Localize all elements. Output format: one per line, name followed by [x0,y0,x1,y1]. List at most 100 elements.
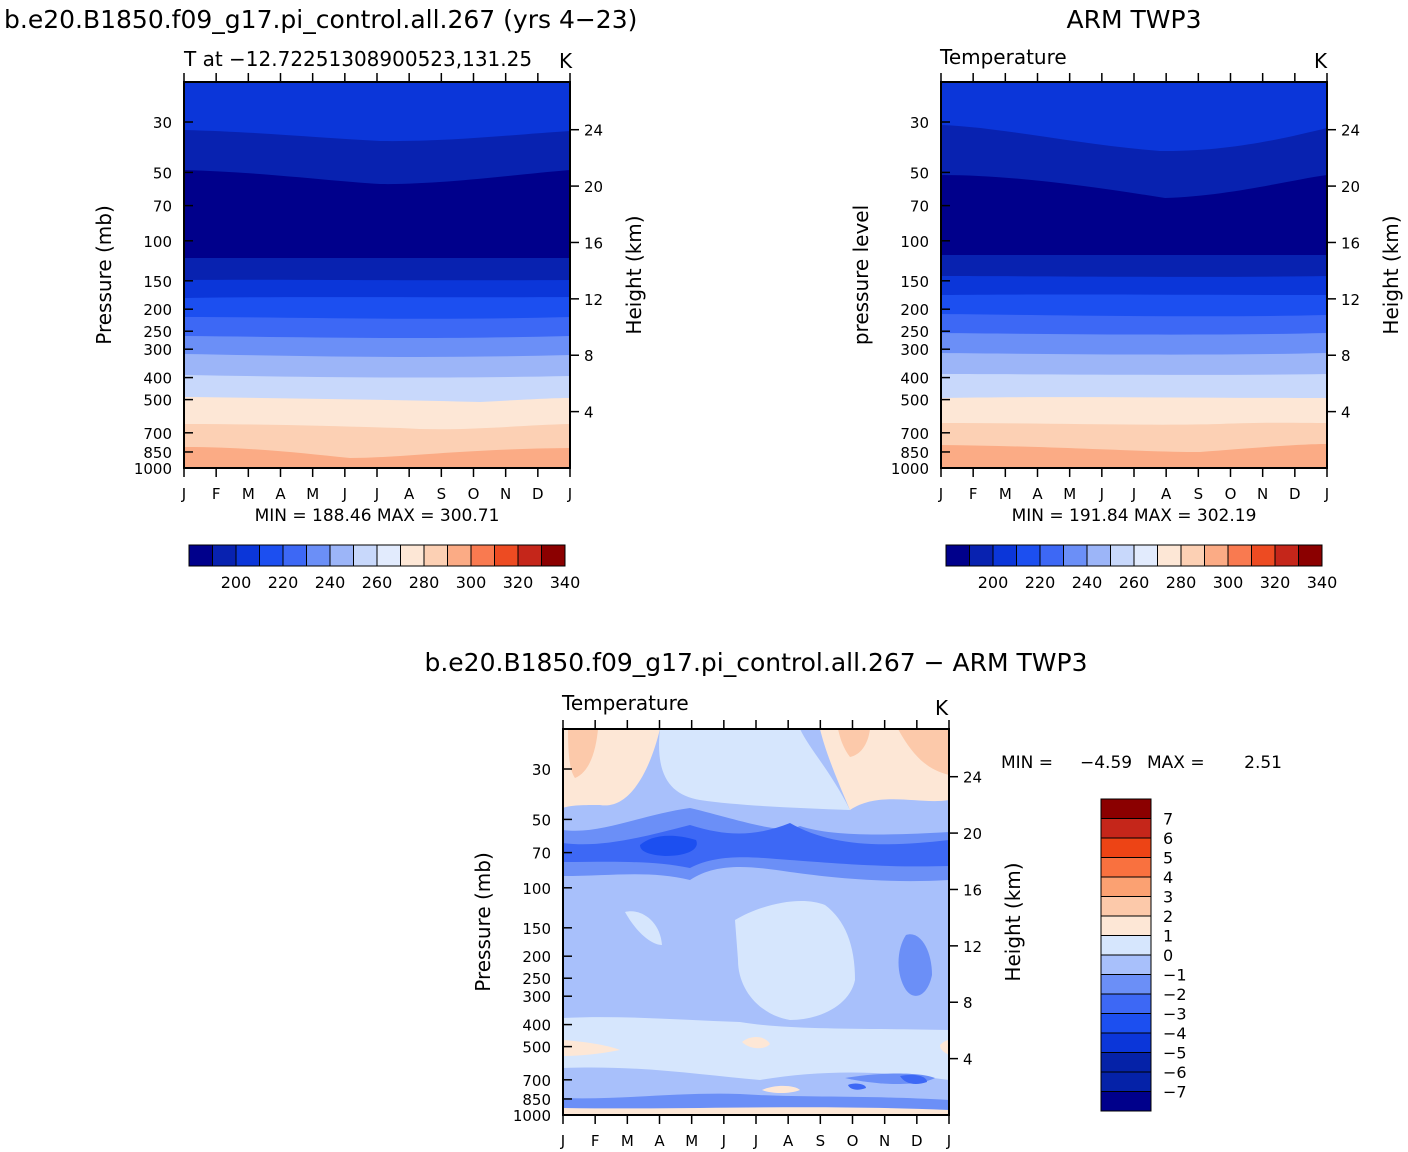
panel-model-figure-title: b.e20.B1850.f09_g17.pi_control.all.267 (… [4,5,637,34]
height-tick-label: 12 [1341,291,1360,309]
month-tick-label: O [468,485,480,503]
pressure-tick-label: 30 [910,114,929,132]
height-tick-label: 8 [963,994,973,1012]
panel-model-y-axis-label: Pressure (mb) [92,205,116,345]
colorbar-swatch [282,544,307,567]
colorbar-swatch [447,544,472,567]
pressure-tick-label: 50 [153,164,172,182]
pressure-tick-label: 700 [143,425,172,443]
month-tick-label: M [999,485,1012,503]
colorbar-swatch [1100,993,1152,1014]
colorbar-swatch [1100,818,1152,839]
height-tick-label: 12 [963,938,982,956]
colorbar-swatch [1100,798,1152,819]
height-tick-label: 16 [584,234,603,252]
contour-band [184,447,570,468]
month-tick-label: A [404,485,415,503]
pressure-tick-label: 700 [522,1072,551,1090]
colorbar-swatch [306,544,331,567]
pressure-tick-label: 500 [900,392,929,410]
panel-diff-max-label: MAX = [1147,753,1205,773]
colorbar-swatch [541,544,566,567]
pressure-tick-label: 150 [522,920,551,938]
height-tick-label: 12 [584,291,603,309]
colorbar-label: 200 [221,573,252,592]
height-tick-label: 4 [1341,404,1351,422]
colorbar-swatch [1100,1091,1152,1112]
month-tick-label: A [654,1132,665,1150]
pressure-tick-label: 100 [143,233,172,251]
contour-band [941,444,1327,468]
pressure-tick-label: 250 [900,323,929,341]
pressure-tick-label: 100 [900,233,929,251]
panel-diff-units: K [935,696,949,720]
panel-model: b.e20.B1850.f09_g17.pi_control.all.267 (… [4,5,646,592]
panel-obs-colorbar: 200 220 240 260 280 300 320 340 [945,544,1337,592]
colorbar-swatch [1227,544,1252,567]
colorbar-label: 280 [1166,573,1197,592]
contour-band [838,729,870,757]
colorbar-label: −6 [1163,1063,1187,1082]
contour-band [563,1017,949,1080]
height-tick-label: 24 [1341,122,1360,140]
colorbar-swatch [1110,544,1135,567]
colorbar-swatch [1100,1071,1152,1092]
colorbar-swatch [470,544,495,567]
colorbar-label: 240 [315,573,346,592]
colorbar-label: 320 [503,573,534,592]
panel-diff-y2-axis-label: Height (km) [1001,862,1025,981]
colorbar-label: 340 [550,573,581,592]
colorbar-label: 200 [978,573,1009,592]
pressure-tick-label: 300 [522,988,551,1006]
height-tick-label: 8 [584,347,594,365]
colorbar-label: 260 [1119,573,1150,592]
panel-obs-right-ticks: 24 20 16 12 8 4 [1327,122,1360,422]
month-tick-label: J [374,485,379,503]
colorbar-swatch [329,544,354,567]
colorbar-swatch [1086,544,1111,567]
colorbar-swatch [1039,544,1064,567]
pressure-tick-label: 500 [143,392,172,410]
height-tick-label: 20 [1341,178,1360,196]
month-tick-label: M [685,1132,698,1150]
month-tick-label: J [1099,485,1104,503]
month-tick-label: J [560,1132,565,1150]
colorbar-label: 300 [1213,573,1244,592]
colorbar-label: −7 [1163,1083,1187,1102]
month-tick-label: N [1257,485,1268,503]
colorbar-swatch [494,544,519,567]
month-tick-label: S [816,1132,826,1150]
colorbar-label: 6 [1163,829,1173,848]
pressure-tick-label: 50 [532,811,551,829]
contour-band [659,729,850,810]
height-tick-label: 4 [584,404,594,422]
colorbar-label: 220 [1025,573,1056,592]
panel-diff-figure-title: b.e20.B1850.f09_g17.pi_control.all.267 −… [424,648,1087,677]
height-tick-label: 24 [963,769,982,787]
panel-diff-min-label: MIN = [1001,753,1053,773]
colorbar-swatch [1016,544,1041,567]
colorbar-label: 5 [1163,849,1173,868]
contour-band [568,729,598,778]
colorbar-label: 0 [1163,946,1173,965]
height-tick-label: 20 [963,825,982,843]
colorbar-swatch [212,544,237,567]
month-tick-label: J [946,1132,951,1150]
panel-obs: ARM TWP3 Temperature K 30 50 70 100 150 200 25… [849,5,1403,592]
panel-obs-y-axis-label: pressure level [849,205,873,345]
colorbar-swatch [1251,544,1276,567]
height-tick-label: 20 [584,178,603,196]
colorbar-label: −4 [1163,1024,1187,1043]
panel-diff-min-value: −4.59 [1080,753,1132,773]
panel-diff-max-value: 2.51 [1244,753,1282,773]
pressure-tick-label: 1000 [891,460,929,478]
colorbar-label: 4 [1163,868,1173,887]
colorbar-label: 280 [409,573,440,592]
pressure-tick-label: 70 [532,845,551,863]
pressure-tick-label: 150 [143,273,172,291]
colorbar-swatch [992,544,1017,567]
